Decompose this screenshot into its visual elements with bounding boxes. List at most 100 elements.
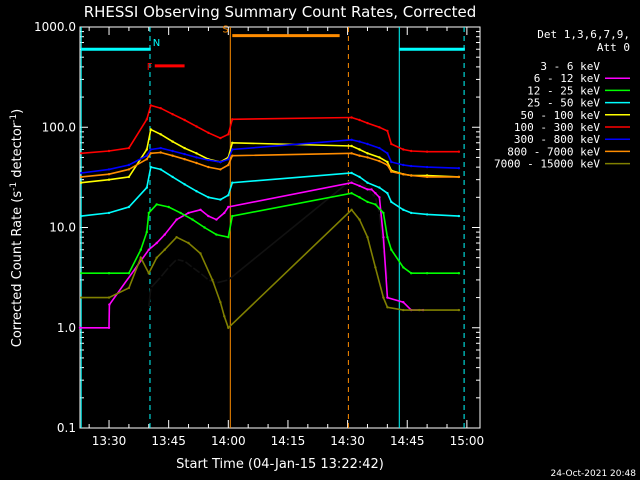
legend-label: 300 - 800 keV [514, 133, 600, 146]
series-point [187, 211, 190, 215]
series-point [382, 296, 385, 299]
series-point [80, 272, 83, 275]
series-point [159, 168, 162, 171]
series-point [358, 181, 361, 184]
flag-label: N [153, 38, 160, 49]
legend-label: 100 - 300 keV [514, 121, 600, 134]
series-point [149, 165, 152, 169]
series-point [159, 107, 162, 110]
series-point [402, 301, 405, 304]
series-point [219, 160, 222, 164]
series-point [183, 158, 186, 161]
series-point [457, 272, 461, 275]
series-point [159, 146, 162, 150]
series-point [107, 211, 111, 215]
legend-label: 25 - 50 keV [527, 97, 600, 110]
series-point [127, 272, 131, 275]
series-point [147, 211, 150, 215]
series-point [175, 218, 178, 221]
series-point [457, 150, 461, 153]
series-point [127, 205, 131, 209]
series-point [410, 211, 413, 215]
y-tick-label: 100.0 [42, 120, 76, 134]
series-point [80, 152, 83, 155]
series-point [203, 226, 206, 229]
series-point [147, 306, 150, 309]
series-point [199, 208, 202, 211]
series-point [425, 213, 429, 216]
plot-frame [79, 26, 481, 429]
series-point [402, 266, 405, 269]
series-point [366, 181, 369, 184]
legend-header-line-1: Det 1,3,6,7,9, [537, 28, 630, 41]
series-point [410, 272, 413, 275]
series-point [175, 236, 178, 239]
series-point [155, 241, 158, 245]
legend-label: 6 - 12 keV [534, 72, 601, 85]
series-point [378, 186, 381, 189]
legend-header: Det 1,3,6,7,9, Att 0 [537, 28, 630, 54]
series-point [390, 248, 393, 251]
series-line [81, 138, 459, 174]
flag-label: F [147, 62, 153, 73]
series-point [350, 138, 353, 141]
series-point [219, 198, 222, 201]
series-point [402, 148, 405, 151]
series-point [358, 148, 361, 151]
series-point [145, 230, 148, 234]
y-axis-label: Corrected Count Rate (s-1 detector-1) [9, 109, 25, 347]
series-point [390, 160, 393, 164]
series-point [374, 192, 377, 195]
series-point [127, 168, 131, 171]
series-point [195, 161, 198, 165]
series-point [382, 236, 385, 239]
series-point [78, 326, 82, 329]
series-point [159, 151, 162, 154]
series-point [199, 272, 202, 275]
series-point [149, 148, 152, 151]
series-point [390, 142, 393, 146]
series-point [358, 175, 361, 179]
series-point [163, 248, 166, 251]
legend-label: 3 - 6 keV [540, 60, 600, 73]
series-point [191, 218, 194, 221]
series-point [378, 211, 381, 215]
series-point [378, 196, 381, 199]
series-point [147, 272, 150, 275]
series-point [350, 152, 353, 155]
series-point [159, 275, 162, 279]
series-point [80, 181, 83, 184]
series-point [159, 133, 162, 136]
series-point [457, 214, 461, 218]
series-point [370, 188, 373, 191]
series-point [107, 149, 111, 153]
series-point [378, 126, 381, 129]
series-point [207, 196, 210, 199]
series-point [378, 159, 381, 163]
series-point [219, 136, 222, 140]
series-point [145, 154, 148, 157]
x-axis-label: Start Time (04-Jan-15 13:22:42) [176, 457, 384, 472]
series-point [227, 163, 230, 167]
series-point [402, 308, 405, 312]
series-point [425, 165, 429, 169]
series-point [107, 296, 111, 299]
series-point [207, 165, 210, 169]
series-point [149, 128, 152, 131]
series-point [350, 178, 353, 181]
legend-label: 50 - 100 keV [521, 109, 601, 122]
series-point [386, 296, 389, 299]
series-point [80, 214, 83, 218]
series-point [425, 150, 429, 153]
series-point [457, 308, 461, 312]
series-point [195, 152, 198, 155]
series-point [108, 303, 111, 306]
series-point [457, 167, 461, 170]
series-point [410, 149, 413, 153]
series-point [382, 211, 385, 215]
series-point [358, 184, 361, 188]
series-point [358, 140, 361, 143]
series-point [366, 236, 369, 239]
series-point [350, 181, 353, 184]
